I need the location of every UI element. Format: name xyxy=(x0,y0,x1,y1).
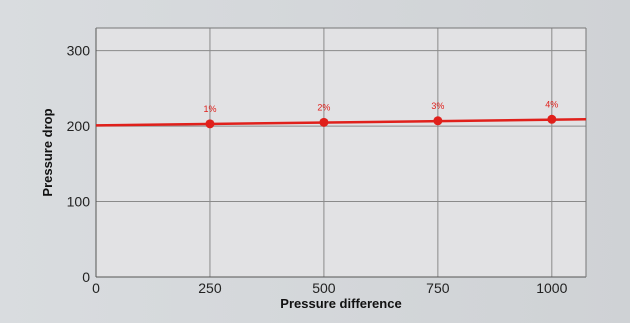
data-series: 1% 2% 3% 4% xyxy=(95,99,587,129)
data-point xyxy=(205,119,215,129)
trend-line xyxy=(95,118,587,127)
x-tick-label: 500 xyxy=(312,280,336,296)
y-tick-label: 100 xyxy=(67,194,91,210)
x-tick-label: 250 xyxy=(198,280,222,296)
x-tick-label: 0 xyxy=(92,280,100,296)
x-tick-label: 750 xyxy=(426,280,450,296)
data-label: 3% xyxy=(431,101,444,111)
y-tick-label: 300 xyxy=(67,43,91,59)
x-tick-label: 1000 xyxy=(536,280,567,296)
grid-lines xyxy=(96,28,586,277)
data-point xyxy=(319,117,329,127)
axes xyxy=(95,27,587,278)
data-label: 1% xyxy=(203,104,216,114)
x-axis-title: Pressure difference xyxy=(280,296,401,311)
y-axis-title: Pressure drop xyxy=(40,108,55,196)
tick-labels: 0 250 500 750 1000 0 100 200 300 xyxy=(67,43,568,296)
data-label: 4% xyxy=(545,99,558,109)
y-tick-label: 0 xyxy=(82,269,90,285)
data-point xyxy=(547,114,557,124)
plot-area xyxy=(96,28,586,277)
y-tick-label: 200 xyxy=(67,118,91,134)
data-label: 2% xyxy=(317,102,330,112)
data-point xyxy=(433,116,443,126)
